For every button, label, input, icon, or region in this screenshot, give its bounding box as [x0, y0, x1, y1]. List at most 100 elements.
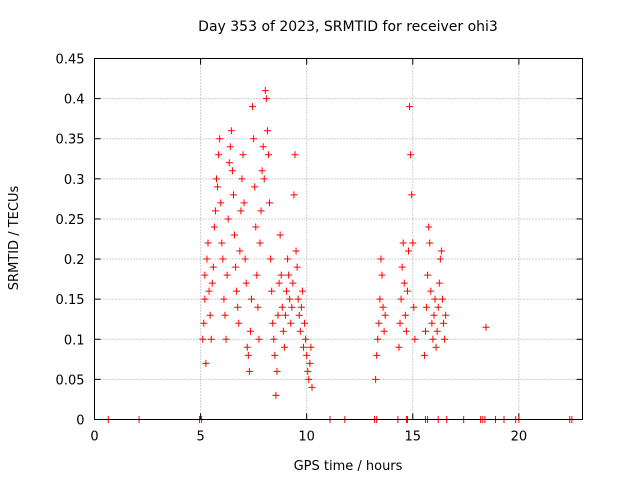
data-point — [268, 287, 276, 295]
data-point — [298, 287, 306, 295]
data-point — [269, 319, 277, 327]
data-point — [213, 175, 220, 183]
data-point — [431, 295, 439, 303]
data-point — [231, 231, 239, 239]
data-point — [270, 335, 278, 343]
data-point — [266, 199, 274, 207]
data-point — [421, 327, 429, 335]
data-point — [242, 279, 250, 287]
data-point — [378, 271, 386, 279]
data-point — [434, 303, 442, 311]
data-point — [293, 263, 301, 271]
data-point — [205, 287, 213, 295]
data-point — [223, 271, 231, 279]
data-point — [237, 207, 245, 215]
y-tick-label: 0.25 — [56, 213, 85, 228]
grid-layer — [94, 58, 583, 420]
data-point — [305, 375, 313, 383]
data-point — [204, 239, 212, 247]
data-point — [297, 303, 305, 311]
data-marks — [104, 87, 576, 423]
data-point — [424, 271, 432, 279]
data-point — [285, 271, 293, 279]
data-point — [306, 359, 314, 367]
data-point — [303, 351, 311, 359]
y-tick-label: 0.05 — [56, 373, 85, 388]
data-point — [279, 327, 287, 335]
data-point — [410, 303, 418, 311]
data-point — [289, 279, 297, 287]
y-axis-label: SRMTID / TECUs — [7, 186, 22, 291]
data-point — [240, 199, 248, 207]
data-point — [290, 191, 298, 199]
data-point — [482, 323, 490, 331]
data-point — [244, 351, 252, 359]
data-point — [294, 295, 302, 303]
data-point — [217, 199, 225, 207]
data-point — [405, 247, 413, 255]
data-point — [287, 319, 295, 327]
data-point — [307, 343, 315, 351]
data-point — [402, 327, 410, 335]
data-point — [284, 255, 292, 263]
data-point — [263, 127, 271, 135]
data-point — [442, 311, 450, 319]
data-point — [238, 175, 246, 183]
data-point — [406, 103, 414, 111]
data-point — [250, 135, 258, 143]
data-point — [376, 295, 384, 303]
data-point — [308, 383, 316, 391]
data-point — [227, 127, 235, 135]
chart-title: Day 353 of 2023, SRMTID for receiver ohi… — [198, 19, 498, 35]
data-point — [243, 343, 251, 351]
data-point — [423, 303, 431, 311]
data-point — [377, 255, 385, 263]
data-point — [379, 303, 387, 311]
data-point — [278, 303, 286, 311]
y-tick-label: 0 — [76, 414, 84, 429]
data-point — [220, 295, 228, 303]
data-point — [288, 303, 296, 311]
data-point — [236, 247, 244, 255]
data-point — [253, 271, 261, 279]
data-point — [273, 367, 281, 375]
data-point — [226, 143, 234, 151]
data-point — [425, 223, 433, 231]
data-point — [267, 255, 275, 263]
data-point — [252, 223, 260, 231]
data-point — [420, 351, 428, 359]
data-point — [251, 183, 259, 191]
data-point — [209, 263, 217, 271]
data-point — [271, 351, 279, 359]
data-point — [302, 335, 310, 343]
data-point — [257, 207, 265, 215]
x-tick-label: 20 — [511, 430, 528, 445]
data-point — [246, 327, 254, 335]
data-point — [221, 311, 229, 319]
data-point — [210, 223, 218, 231]
data-point — [206, 311, 214, 319]
data-point — [291, 151, 299, 159]
data-point — [430, 311, 438, 319]
data-point — [280, 343, 288, 351]
data-point — [397, 295, 405, 303]
data-point — [373, 351, 381, 359]
data-point — [264, 151, 272, 159]
tick-layer: 0 5 10 15 20 0 0.05 0.1 0.15 0.2 0.25 0.3 0.35 0.4 0.4… — [56, 53, 583, 445]
plot-frame — [94, 58, 583, 420]
data-point — [200, 319, 208, 327]
y-tick-label: 0.15 — [56, 293, 85, 308]
data-point — [229, 191, 237, 199]
data-point — [214, 183, 222, 191]
x-tick-label: 5 — [196, 430, 204, 445]
data-point — [286, 295, 294, 303]
data-point — [202, 359, 210, 367]
data-point — [232, 263, 240, 271]
data-point — [216, 135, 224, 143]
data-point — [436, 255, 444, 263]
data-point — [248, 295, 256, 303]
data-point — [399, 239, 407, 247]
data-point — [381, 311, 389, 319]
data-point — [429, 335, 437, 343]
data-point — [281, 311, 289, 319]
